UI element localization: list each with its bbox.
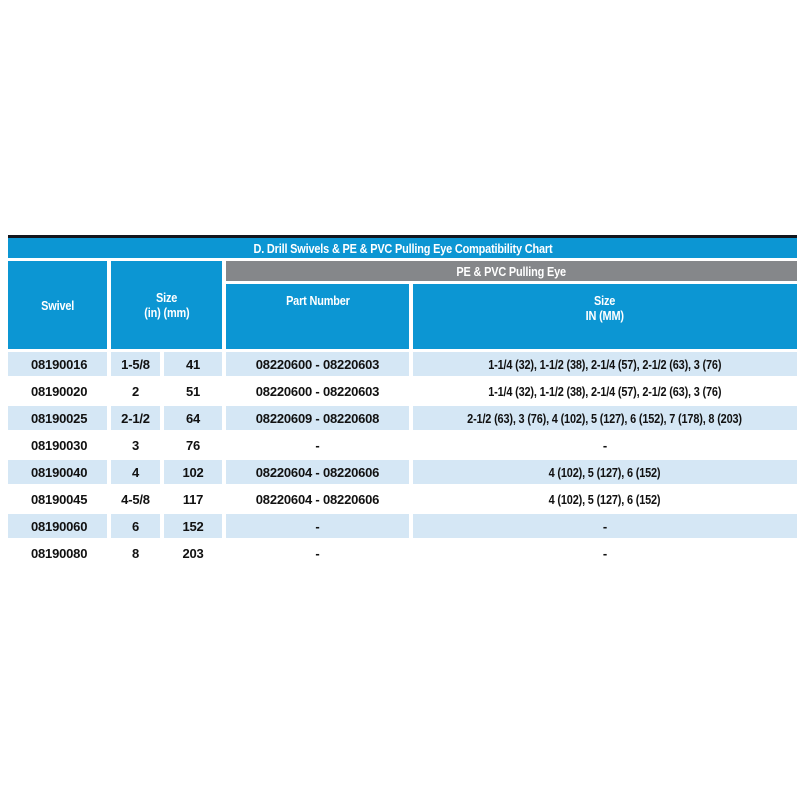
table-title-bar: D. Drill Swivels & PE & PVC Pulling Eye … (8, 238, 797, 258)
table-row-5-size-mm: 102 (164, 460, 222, 484)
table-row-3-size-in: 2-1/2 (111, 406, 160, 430)
table-row-8-part-number: - (226, 541, 409, 565)
table-row-4-swivel: 08190030 (8, 433, 107, 457)
table-row-6-part-number: 08220604 - 08220606 (226, 487, 409, 511)
table-row-5-part-number: 08220604 - 08220606 (226, 460, 409, 484)
table-row-8-size-in: 8 (111, 541, 160, 565)
column-header-part-number: Part Number (226, 284, 409, 349)
table-row-2-sizes: 1-1/4 (32), 1-1/2 (38), 2-1/4 (57), 2-1/… (413, 379, 797, 403)
group-header-pe-pvc-pulling-eye: PE & PVC Pulling Eye (226, 261, 797, 281)
table-row-1-swivel: 08190016 (8, 352, 107, 376)
table-title: D. Drill Swivels & PE & PVC Pulling Eye … (253, 240, 552, 256)
table-row-3-sizes: 2-1/2 (63), 3 (76), 4 (102), 5 (127), 6 … (413, 406, 797, 430)
table-row-6-size-in: 4-5/8 (111, 487, 160, 511)
compatibility-chart: D. Drill Swivels & PE & PVC Pulling Eye … (8, 235, 797, 565)
table-row-6-sizes: 4 (102), 5 (127), 6 (152) (413, 487, 797, 511)
table-row-5-size-in: 4 (111, 460, 160, 484)
table-row-7-part-number: - (226, 514, 409, 538)
table-row-2-swivel: 08190020 (8, 379, 107, 403)
table-row-3-part-number: 08220609 - 08220608 (226, 406, 409, 430)
table-row-3-size-mm: 64 (164, 406, 222, 430)
column-header-size-in-mm: Size IN (MM) (413, 284, 797, 349)
table-row-3-swivel: 08190025 (8, 406, 107, 430)
table-row-1-size-in: 1-5/8 (111, 352, 160, 376)
table-row-8-swivel: 08190080 (8, 541, 107, 565)
table-row-4-size-mm: 76 (164, 433, 222, 457)
table-row-1-part-number: 08220600 - 08220603 (226, 352, 409, 376)
table-row-7-size-in: 6 (111, 514, 160, 538)
table-row-7-size-mm: 152 (164, 514, 222, 538)
table-row-7-sizes: - (413, 514, 797, 538)
table-row-1-size-mm: 41 (164, 352, 222, 376)
table-row-4-sizes: - (413, 433, 797, 457)
column-header-size: Size (in) (mm) (111, 261, 222, 349)
compatibility-table-grid: D. Drill Swivels & PE & PVC Pulling Eye … (8, 238, 797, 565)
table-row-4-part-number: - (226, 433, 409, 457)
table-row-8-sizes: - (413, 541, 797, 565)
column-header-swivel: Swivel (8, 261, 107, 349)
table-row-1-sizes: 1-1/4 (32), 1-1/2 (38), 2-1/4 (57), 2-1/… (413, 352, 797, 376)
table-row-4-size-in: 3 (111, 433, 160, 457)
table-row-2-size-mm: 51 (164, 379, 222, 403)
table-row-7-swivel: 08190060 (8, 514, 107, 538)
table-row-5-sizes: 4 (102), 5 (127), 6 (152) (413, 460, 797, 484)
table-row-8-size-mm: 203 (164, 541, 222, 565)
table-row-6-swivel: 08190045 (8, 487, 107, 511)
table-row-2-size-in: 2 (111, 379, 160, 403)
table-row-5-swivel: 08190040 (8, 460, 107, 484)
table-row-2-part-number: 08220600 - 08220603 (226, 379, 409, 403)
table-row-6-size-mm: 117 (164, 487, 222, 511)
